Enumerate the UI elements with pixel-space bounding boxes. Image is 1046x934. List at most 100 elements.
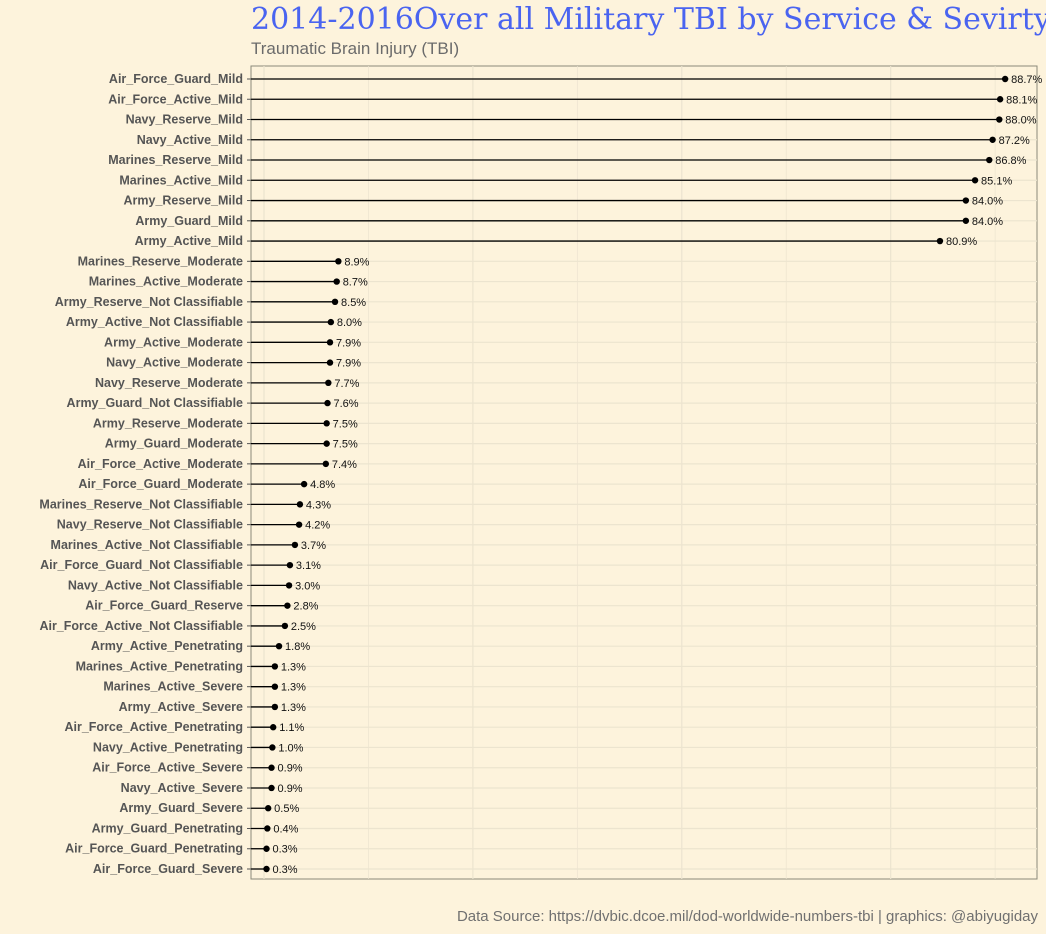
lollipop-point <box>295 521 303 528</box>
value-label: 8.5% <box>341 297 366 309</box>
lollipop-point <box>986 156 993 164</box>
value-label: 1.3% <box>281 661 306 673</box>
y-axis-tick-labels: Air_Force_Guard_Mild Air_Force_Active_Mil… <box>39 72 251 876</box>
category-label: Navy_Reserve_Mild <box>126 113 243 127</box>
category-label: Air_Force_Guard_Mild <box>109 72 243 86</box>
category-label: Air_Force_Active_Not Classifiable <box>39 619 243 633</box>
value-label: 4.3% <box>306 499 331 511</box>
category-label: Army_Active_Severe <box>119 700 243 714</box>
lollipop-point <box>284 602 291 609</box>
value-label: 1.0% <box>278 742 303 754</box>
value-label: 2.8% <box>293 601 318 613</box>
lollipop-point <box>285 582 293 589</box>
lollipop-point <box>264 825 271 832</box>
value-label: 85.1% <box>981 175 1012 187</box>
lollipop-point <box>989 136 996 143</box>
category-label: Army_Guard_Mild <box>135 214 243 228</box>
category-label: Army_Reserve_Not Classifiable <box>55 295 243 309</box>
value-label: 7.5% <box>333 418 358 430</box>
value-label: 7.9% <box>336 358 361 370</box>
lollipop-point <box>291 541 299 549</box>
category-label: Navy_Active_Penetrating <box>93 740 243 754</box>
lollipop-point <box>269 744 276 751</box>
lollipop-point <box>327 318 335 326</box>
value-label: 84.0% <box>972 196 1003 208</box>
lollipop-point <box>271 663 279 670</box>
category-label: Army_Guard_Penetrating <box>92 821 243 835</box>
category-label: Marines_Active_Not Classifiable <box>51 538 243 552</box>
value-label: 84.0% <box>972 216 1003 228</box>
plot-panel <box>250 65 1038 880</box>
category-label: Navy_Active_Moderate <box>106 356 243 370</box>
value-label: 8.9% <box>344 256 369 268</box>
value-label: 7.4% <box>332 459 357 471</box>
data-source-caption: Data Source: https://dvbic.dcoe.mil/dod-… <box>456 908 1038 925</box>
value-label: 87.2% <box>999 135 1030 147</box>
lollipop-point <box>335 258 342 265</box>
lollipop-point <box>971 177 979 184</box>
value-label: 0.3% <box>273 864 298 876</box>
lollipop-point <box>271 703 279 711</box>
lollipop-point <box>331 298 339 306</box>
lollipop-point <box>268 784 275 792</box>
lollipop-point <box>281 622 289 630</box>
lollipop-point <box>264 805 272 812</box>
lollipop-point <box>322 460 330 468</box>
lollipop-series <box>251 75 1009 873</box>
value-label: 0.5% <box>274 803 299 815</box>
category-label: Army_Guard_Moderate <box>105 437 243 451</box>
category-label: Navy_Active_Severe <box>121 781 243 795</box>
value-label: 0.3% <box>273 844 298 856</box>
lollipop-point <box>962 217 970 224</box>
lollipop-point <box>269 724 277 731</box>
value-label: 3.7% <box>301 540 326 552</box>
category-label: Army_Guard_Severe <box>119 801 243 815</box>
category-label: Army_Active_Not Classifiable <box>66 315 243 329</box>
category-label: Navy_Active_Mild <box>137 133 243 147</box>
category-label: Army_Reserve_Mild <box>123 194 243 208</box>
value-labels: 88.7% 88.1% 88.0% 87.2% 86.8% 85.1% 84.0% 84.0%… <box>273 74 1043 876</box>
category-label: Marines_Reserve_Mild <box>108 153 243 167</box>
category-label: Air_Force_Guard_Severe <box>93 862 243 876</box>
lollipop-point <box>996 116 1003 123</box>
lollipop-point <box>296 501 304 508</box>
value-label: 8.7% <box>343 277 368 289</box>
value-label: 3.0% <box>295 580 320 592</box>
lollipop-point <box>300 480 308 488</box>
category-label: Army_Active_Moderate <box>104 335 243 349</box>
lollipop-point <box>286 561 294 569</box>
lollipop-point <box>1001 75 1009 83</box>
category-label: Navy_Reserve_Moderate <box>95 376 243 390</box>
lollipop-point <box>271 683 279 690</box>
category-label: Air_Force_Active_Penetrating <box>64 720 243 734</box>
category-label: Air_Force_Guard_Penetrating <box>65 842 243 856</box>
category-label: Marines_Active_Penetrating <box>76 659 243 673</box>
value-label: 1.8% <box>285 641 310 653</box>
value-label: 1.3% <box>281 702 306 714</box>
lollipop-point <box>323 440 330 447</box>
lollipop-point <box>324 399 331 407</box>
lollipop-point <box>263 865 270 873</box>
lollipop-point <box>333 278 340 285</box>
chart-subtitle: Traumatic Brain Injury (TBI) <box>251 39 460 58</box>
value-label: 8.0% <box>337 317 362 329</box>
value-label: 0.9% <box>278 763 303 775</box>
lollipop-point <box>323 420 330 427</box>
category-label: Air_Force_Active_Severe <box>92 761 243 775</box>
value-label: 1.3% <box>281 682 306 694</box>
value-label: 1.1% <box>279 722 304 734</box>
value-label: 0.4% <box>273 823 298 835</box>
value-label: 88.0% <box>1005 115 1036 127</box>
category-label: Air_Force_Active_Moderate <box>78 457 243 471</box>
category-label: Army_Active_Penetrating <box>91 639 243 653</box>
lollipop-point <box>268 764 275 771</box>
lollipop-point <box>936 237 944 245</box>
value-label: 7.9% <box>336 337 361 349</box>
value-label: 80.9% <box>946 236 977 248</box>
category-label: Army_Guard_Not Classifiable <box>67 396 243 410</box>
chart-title: 2014-2016Over all Military TBI by Servic… <box>251 2 1046 37</box>
category-label: Navy_Active_Not Classifiable <box>68 578 243 592</box>
category-label: Marines_Reserve_Not Classifiable <box>39 497 243 511</box>
